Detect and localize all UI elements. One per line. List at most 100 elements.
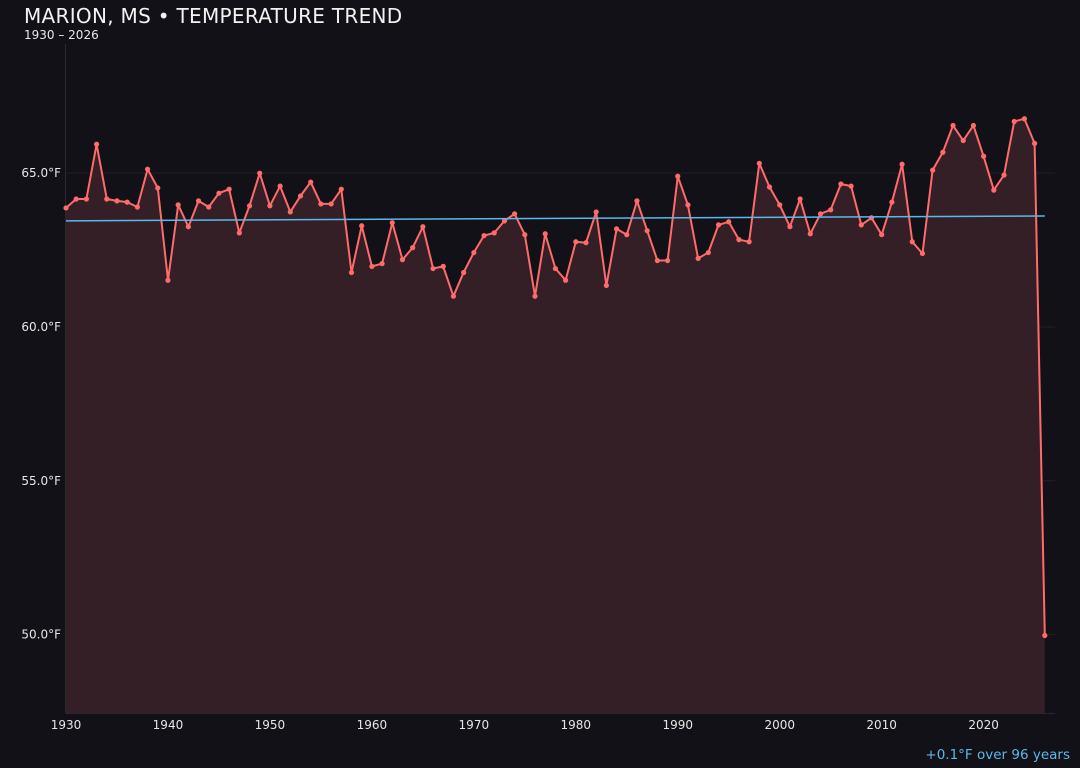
data-point — [522, 232, 528, 238]
data-point — [318, 201, 324, 207]
data-point — [624, 232, 630, 238]
y-tick-label: 65.0°F — [21, 166, 61, 180]
x-tick-label: 2010 — [866, 718, 897, 732]
data-point — [134, 204, 140, 210]
data-point — [1011, 118, 1017, 125]
data-point — [501, 218, 508, 224]
data-point — [124, 199, 130, 205]
data-point — [257, 170, 263, 176]
x-tick-label: 1980 — [561, 718, 592, 732]
data-point — [552, 265, 559, 272]
data-point — [675, 173, 681, 179]
data-point — [562, 277, 569, 283]
data-point — [461, 269, 467, 276]
chart-title: MARION, MS • TEMPERATURE TREND — [24, 4, 403, 28]
data-point — [236, 230, 242, 236]
x-tick-label: 2020 — [968, 718, 999, 732]
data-point — [226, 186, 232, 192]
data-point — [858, 222, 864, 228]
data-point — [63, 205, 69, 211]
data-point — [919, 250, 926, 257]
data-point — [73, 196, 79, 202]
data-point — [807, 231, 813, 237]
data-point — [532, 293, 538, 299]
data-point — [960, 137, 966, 144]
data-point — [297, 193, 304, 199]
data-point — [410, 245, 416, 251]
data-point — [981, 153, 987, 159]
data-point — [1032, 140, 1038, 146]
data-point — [277, 183, 283, 189]
data-point — [583, 240, 589, 246]
data-point — [175, 202, 181, 208]
data-point — [797, 196, 803, 202]
data-point — [654, 257, 660, 264]
x-tick-label: 1950 — [255, 718, 286, 732]
data-point — [155, 185, 161, 191]
data-point — [542, 231, 548, 237]
data-point — [389, 220, 395, 226]
data-point — [868, 215, 875, 221]
data-point — [379, 261, 385, 267]
x-tick-label: 1930 — [51, 718, 82, 732]
data-point — [1021, 116, 1028, 122]
data-point — [879, 232, 885, 238]
y-tick-label: 60.0°F — [21, 320, 61, 334]
trend-annotation: +0.1°F over 96 years — [925, 747, 1070, 763]
data-point — [685, 202, 691, 208]
data-point — [726, 219, 732, 225]
area-fill — [66, 118, 1045, 713]
data-point — [430, 265, 436, 272]
data-point — [287, 209, 293, 215]
data-point — [83, 196, 89, 202]
data-point — [144, 166, 151, 172]
data-point — [450, 293, 457, 299]
data-point — [216, 190, 222, 196]
data-point — [634, 198, 640, 204]
data-point — [1001, 172, 1007, 178]
data-point — [104, 196, 110, 202]
data-point — [114, 198, 120, 204]
data-point — [348, 269, 355, 276]
data-point — [715, 222, 722, 228]
data-point — [970, 122, 977, 129]
data-point — [787, 224, 793, 230]
y-tick-label: 55.0°F — [21, 474, 61, 488]
data-point — [338, 186, 344, 192]
data-point — [267, 203, 273, 209]
data-point — [471, 249, 477, 256]
data-point — [613, 226, 620, 232]
data-point — [512, 211, 518, 217]
data-point — [991, 187, 997, 193]
x-tick-label: 1990 — [662, 718, 693, 732]
data-point — [889, 199, 895, 205]
data-point — [940, 149, 946, 155]
data-point — [399, 257, 406, 263]
data-point — [909, 239, 915, 245]
data-point — [328, 201, 334, 207]
data-point — [93, 141, 100, 147]
data-point — [440, 263, 446, 269]
data-point — [359, 223, 365, 229]
x-tick-label: 1960 — [357, 718, 388, 732]
data-point — [308, 179, 314, 185]
data-point — [420, 224, 426, 230]
data-point — [838, 181, 844, 187]
data-point — [481, 233, 487, 239]
data-point — [756, 160, 762, 166]
data-point — [736, 237, 742, 243]
data-point — [195, 198, 202, 204]
y-tick-label: 50.0°F — [21, 628, 61, 642]
data-point — [766, 184, 773, 190]
data-point — [746, 239, 752, 245]
data-point — [899, 161, 905, 167]
data-point — [206, 204, 212, 210]
chart-subtitle: 1930 – 2026 — [24, 28, 99, 42]
data-point — [603, 282, 609, 289]
data-point — [777, 202, 783, 208]
x-tick-label: 2000 — [764, 718, 795, 732]
data-point — [828, 207, 834, 213]
data-point — [593, 209, 599, 215]
data-point — [573, 239, 579, 245]
